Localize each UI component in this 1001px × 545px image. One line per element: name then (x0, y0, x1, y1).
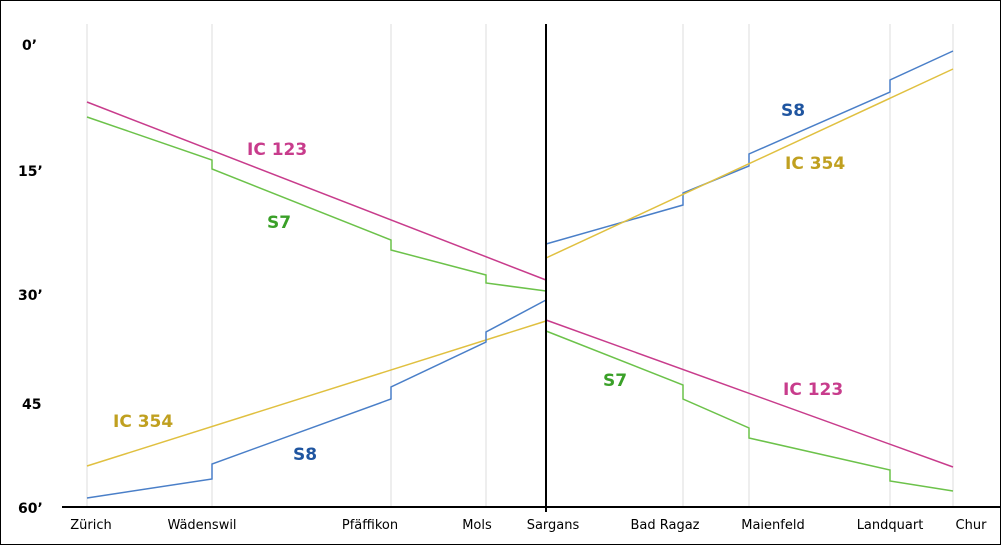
time-label-0: 0’ (22, 38, 37, 54)
time-label-15: 15’ (18, 164, 43, 180)
train-paths (86, 50, 954, 499)
s7-east-label: S7 (603, 371, 627, 391)
s7-west-label: S7 (267, 213, 291, 233)
ic123-eastbound-line (545, 319, 954, 468)
ic354-eastbound-line (545, 68, 954, 259)
s7-eastbound-line (545, 330, 954, 492)
train-labels: IC 123 S7 IC 354 S8 S8 IC 354 S7 IC 123 (113, 101, 845, 465)
time-label-45: 45 (22, 397, 41, 413)
ic354-westbound-line (86, 320, 547, 467)
station-label-maienfeld: Maienfeld (741, 518, 804, 533)
ic123-west-label: IC 123 (247, 140, 307, 160)
time-axis-labels: 0’ 15’ 30’ 45 60’ (18, 38, 43, 517)
station-label-zurich: Zürich (70, 518, 112, 533)
ic354-east-label: IC 354 (785, 154, 845, 174)
ic123-east-label: IC 123 (783, 380, 843, 400)
time-label-30: 30’ (18, 288, 43, 304)
station-gridlines (86, 24, 954, 507)
s8-west-label: S8 (293, 445, 317, 465)
station-label-mols: Mols (462, 518, 492, 533)
s8-east-label: S8 (781, 101, 805, 121)
station-label-wadenswil: Wädenswil (167, 518, 236, 533)
station-label-sargans: Sargans (527, 518, 580, 533)
ic123-westbound-line (86, 101, 547, 281)
s8-westbound-line (86, 299, 547, 499)
station-label-bad-ragaz: Bad Ragaz (630, 518, 699, 533)
time-label-60: 60’ (18, 501, 43, 517)
station-label-chur: Chur (956, 518, 988, 533)
station-labels: Zürich Wädenswil Pfäffikon Mols Sargans … (70, 518, 987, 533)
ic354-west-label: IC 354 (113, 412, 173, 432)
s7-westbound-line (86, 116, 547, 292)
station-label-pfaffikon: Pfäffikon (342, 518, 398, 533)
station-label-landquart: Landquart (857, 518, 924, 533)
s8-eastbound-line (545, 50, 954, 245)
